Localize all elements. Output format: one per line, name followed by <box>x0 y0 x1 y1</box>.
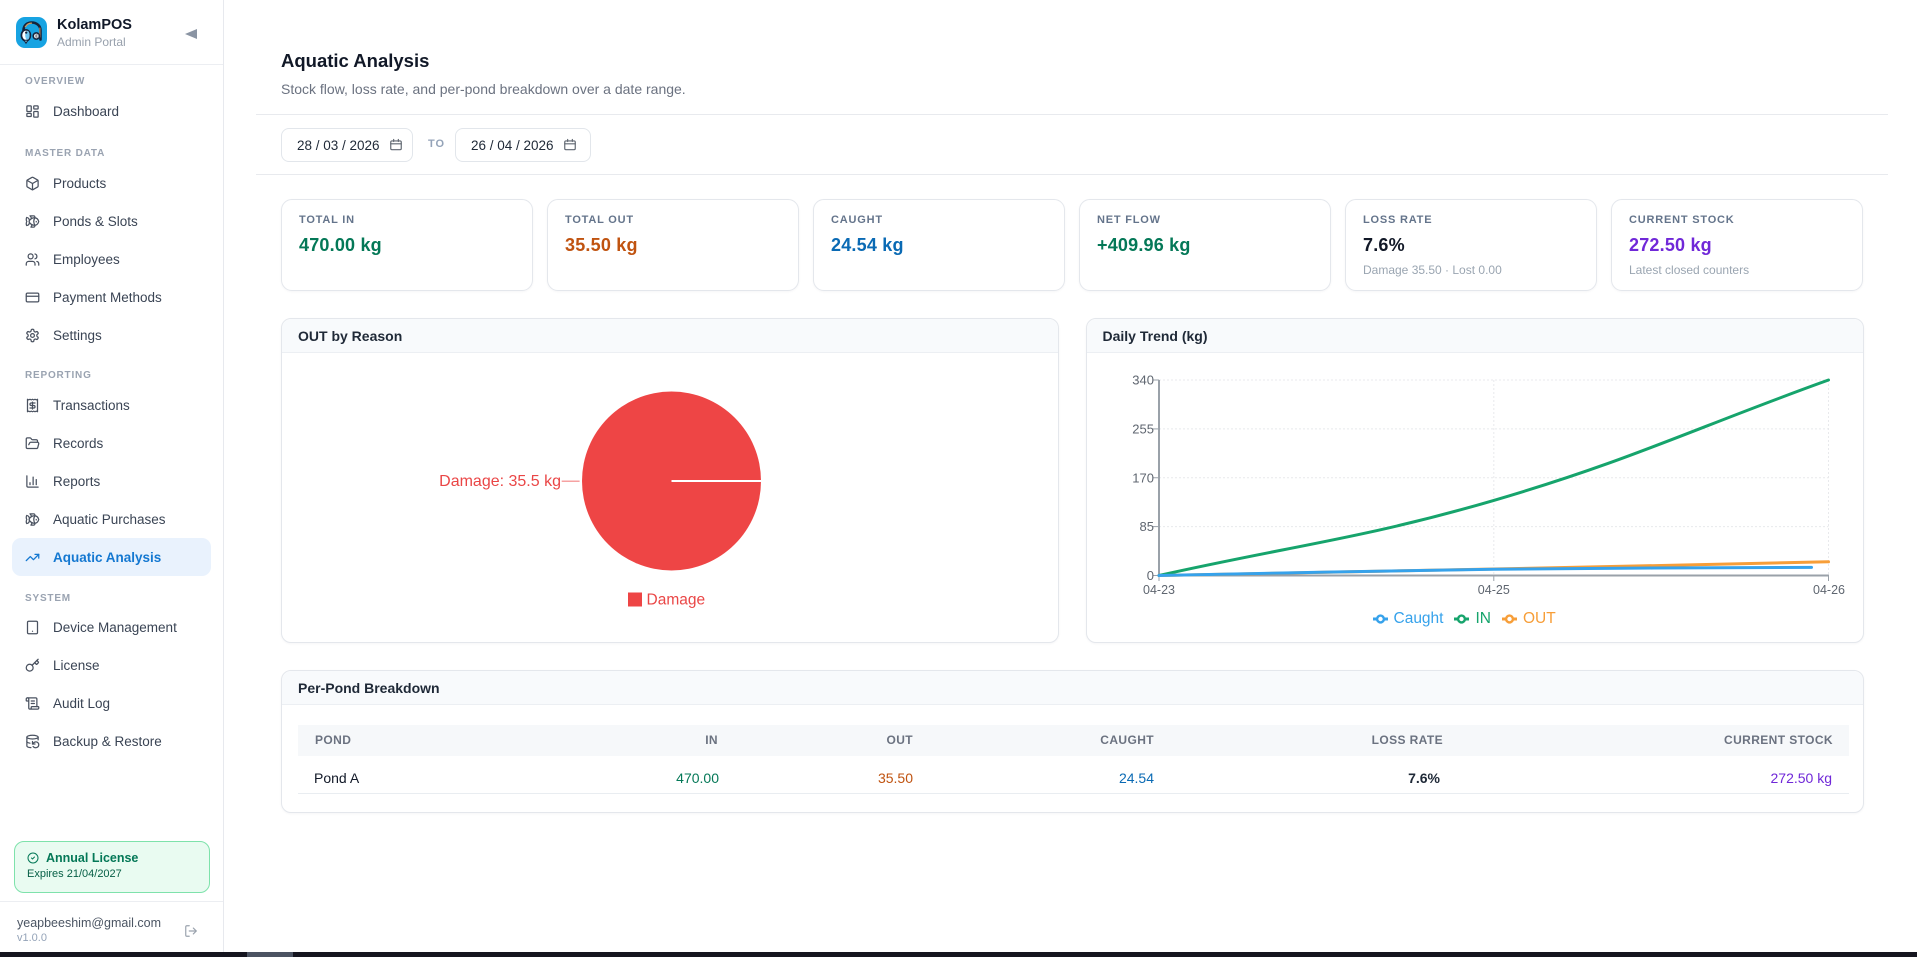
svg-text:340: 340 <box>1132 373 1154 388</box>
svg-text:Damage: Damage <box>647 592 706 609</box>
svg-text:0: 0 <box>1146 568 1153 583</box>
svg-text:04-23: 04-23 <box>1143 583 1175 597</box>
svg-text:255: 255 <box>1132 421 1154 436</box>
svg-text:04-25: 04-25 <box>1477 583 1509 597</box>
svg-text:04-26: 04-26 <box>1813 583 1845 597</box>
svg-text:85: 85 <box>1139 519 1153 534</box>
svg-text:170: 170 <box>1132 470 1154 485</box>
svg-text:Damage: 35.5 kg: Damage: 35.5 kg <box>439 473 561 490</box>
